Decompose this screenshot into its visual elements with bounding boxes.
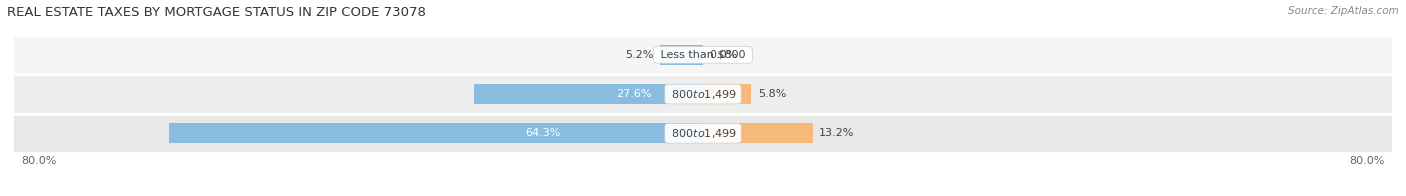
Bar (14, 74, 1392, 114)
Text: $800 to $1,499: $800 to $1,499 (668, 127, 738, 140)
Bar (169, 123, 703, 143)
Bar (474, 84, 703, 104)
Text: 13.2%: 13.2% (820, 128, 855, 138)
Bar (703, 84, 751, 104)
Text: 64.3%: 64.3% (526, 128, 561, 138)
Bar (659, 45, 703, 65)
Bar (14, 35, 1392, 74)
Text: $800 to $1,499: $800 to $1,499 (668, 88, 738, 101)
Text: 27.6%: 27.6% (616, 89, 652, 99)
Text: 0.0%: 0.0% (710, 50, 738, 60)
Text: REAL ESTATE TAXES BY MORTGAGE STATUS IN ZIP CODE 73078: REAL ESTATE TAXES BY MORTGAGE STATUS IN … (7, 6, 426, 19)
Text: Source: ZipAtlas.com: Source: ZipAtlas.com (1288, 6, 1399, 16)
Text: 5.8%: 5.8% (758, 89, 786, 99)
Text: 5.2%: 5.2% (624, 50, 654, 60)
Bar (14, 114, 1392, 153)
Text: Less than $800: Less than $800 (657, 50, 749, 60)
Bar (703, 123, 813, 143)
